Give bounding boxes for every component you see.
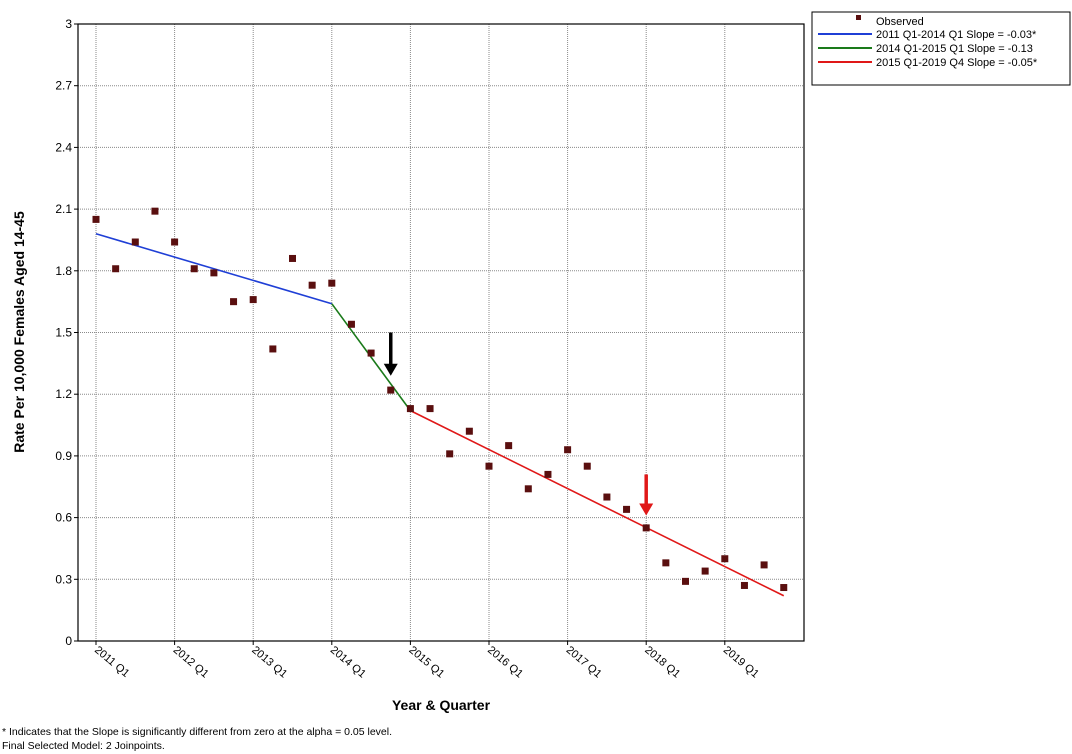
plot-grid	[78, 24, 804, 641]
y-tick-label: 2.7	[55, 79, 72, 93]
y-tick-label: 0.6	[55, 511, 72, 525]
legend-label: 2011 Q1-2014 Q1 Slope = -0.03*	[876, 29, 1037, 41]
significance-footnote: * Indicates that the Slope is significan…	[2, 726, 392, 738]
observed-point	[151, 207, 159, 215]
observed-point	[269, 345, 277, 353]
x-axis-title: Year & Quarter	[392, 697, 491, 713]
y-tick-label: 1.8	[55, 264, 72, 278]
y-tick-label: 0	[65, 634, 72, 648]
observed-point	[406, 405, 414, 413]
x-tick-label: 2017 Q1	[564, 644, 604, 680]
observed-point	[564, 446, 572, 454]
observed-point	[485, 462, 493, 470]
observed-point	[505, 442, 513, 450]
observed-point	[446, 450, 454, 458]
observed-point	[308, 281, 316, 289]
x-axis-ticks: 2011 Q1 2012 Q1 2013 Q1 2014 Q1 2015 Q1 2016 …	[92, 641, 761, 680]
x-tick-label: 2016 Q1	[485, 644, 525, 680]
x-tick-label: 2015 Q1	[406, 644, 446, 680]
observed-point	[426, 405, 434, 413]
observed-point	[190, 265, 198, 273]
observed-point	[328, 279, 336, 287]
y-axis-ticks: 0 0.3 0.6 0.9 1.2 1.5 1.8 2.1 2.4 2.7 3	[55, 17, 78, 648]
legend-label: 2015 Q1-2019 Q4 Slope = -0.05*	[876, 57, 1038, 69]
observed-point	[583, 462, 591, 470]
observed-point	[642, 524, 650, 532]
observed-point	[623, 505, 631, 513]
trend-lines	[95, 233, 785, 597]
observed-point	[387, 386, 395, 394]
y-tick-label: 2.1	[55, 202, 72, 216]
observed-point	[210, 269, 218, 277]
y-tick-label: 2.4	[55, 140, 72, 154]
arrow-head	[383, 363, 398, 376]
y-axis-title: Rate Per 10,000 Females Aged 14-45	[11, 211, 27, 453]
observed-point	[347, 320, 355, 328]
trend-segment	[95, 233, 333, 305]
trend-segment	[410, 409, 785, 597]
x-tick-label: 2018 Q1	[642, 644, 682, 680]
x-tick-label: 2011 Q1	[92, 644, 131, 680]
observed-point	[780, 584, 788, 592]
observed-point	[131, 238, 139, 246]
observed-point	[682, 577, 689, 585]
observed-point	[171, 238, 179, 246]
x-tick-label: 2013 Q1	[249, 644, 289, 680]
observed-point	[92, 215, 100, 223]
observed-point	[112, 265, 120, 273]
legend-marker-observed	[856, 15, 861, 20]
observed-point	[524, 485, 532, 493]
observed-point	[740, 581, 748, 589]
observed-point	[662, 559, 670, 567]
arrow-head	[639, 503, 654, 516]
observed-point	[367, 349, 375, 357]
observed-point	[289, 254, 296, 262]
observed-point	[701, 567, 709, 575]
observed-points	[92, 207, 788, 592]
model-footnote: Final Selected Model: 2 Joinpoints.	[2, 740, 165, 752]
observed-point	[465, 427, 473, 435]
y-tick-label: 1.2	[55, 387, 72, 401]
observed-point	[721, 555, 729, 563]
legend-label-observed: Observed	[876, 16, 924, 28]
observed-point	[230, 298, 238, 306]
observed-point	[603, 493, 611, 501]
y-tick-label: 3	[65, 17, 72, 31]
y-tick-label: 0.3	[55, 572, 72, 586]
observed-point	[249, 296, 257, 304]
x-tick-label: 2012 Q1	[171, 644, 211, 680]
observed-point	[544, 470, 552, 478]
legend-label: 2014 Q1-2015 Q1 Slope = -0.13	[876, 43, 1033, 55]
y-tick-label: 0.9	[55, 449, 72, 463]
x-tick-label: 2019 Q1	[721, 644, 761, 680]
observed-point	[760, 561, 768, 569]
trend-segment	[331, 303, 412, 412]
y-tick-label: 1.5	[55, 326, 72, 340]
x-tick-label: 2014 Q1	[328, 644, 368, 680]
annotation-arrows	[383, 332, 654, 516]
